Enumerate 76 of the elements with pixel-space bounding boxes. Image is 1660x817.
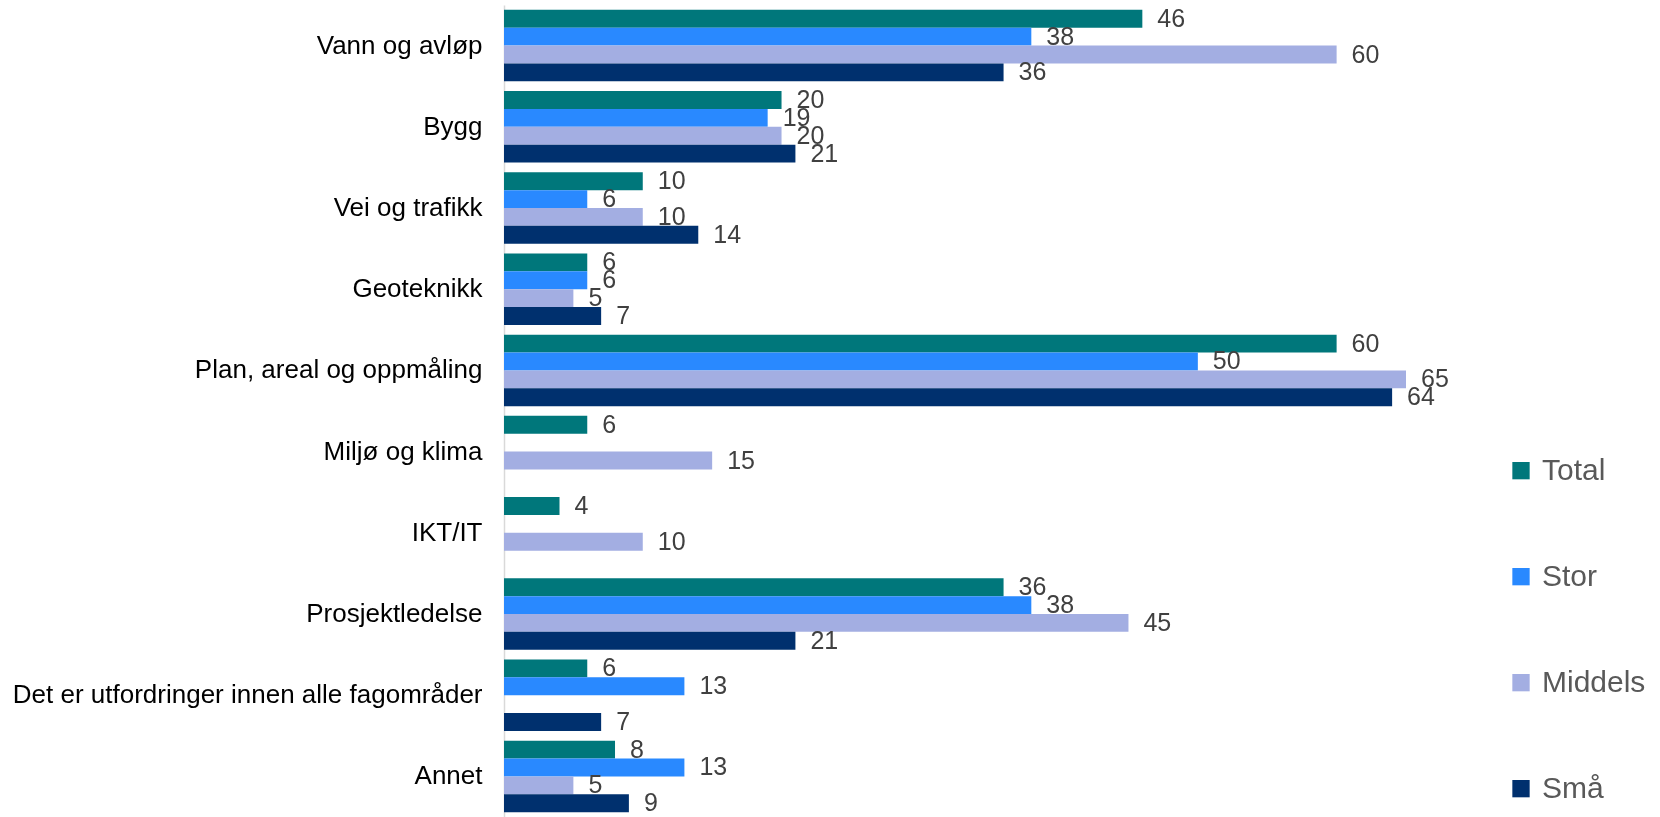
bar (504, 9, 1143, 28)
bar (504, 677, 685, 696)
bar (504, 27, 1032, 46)
data-label: 13 (699, 671, 728, 700)
bar (504, 713, 602, 731)
bar (504, 225, 699, 244)
y-tick-label: Bygg (423, 110, 483, 141)
y-tick-label: Annet (414, 760, 484, 791)
data-label: 6 (602, 184, 617, 213)
data-label: 36 (1018, 572, 1047, 601)
data-label: 5 (588, 283, 603, 312)
data-label: 13 (699, 752, 728, 781)
data-label: 7 (616, 301, 631, 329)
y-tick-label: Prosjektledelse (306, 598, 483, 628)
bar (504, 532, 643, 551)
data-label: 10 (657, 201, 686, 230)
data-label: 4 (574, 491, 589, 519)
bar (504, 352, 1198, 371)
bar (504, 614, 1129, 632)
bar (504, 596, 1032, 614)
bar (504, 740, 616, 759)
y-tick-label: Plan, areal og oppmåling (194, 354, 483, 385)
bar (504, 208, 643, 226)
bar (504, 451, 713, 470)
bar (504, 794, 629, 813)
data-label: 10 (657, 526, 686, 555)
data-label: 60 (1351, 328, 1380, 357)
bar (504, 497, 560, 515)
legend-label: Middels (1542, 664, 1646, 698)
data-label: 21 (810, 625, 839, 654)
bar (504, 370, 1406, 389)
bar (504, 144, 796, 163)
bar (504, 631, 796, 650)
data-label: 6 (602, 653, 617, 682)
bar (504, 289, 574, 308)
data-label: 15 (727, 445, 755, 474)
data-label: 8 (630, 734, 644, 763)
bar (504, 108, 768, 127)
bar (504, 126, 782, 145)
bar (504, 776, 574, 795)
bar (504, 271, 588, 290)
y-tick-label: Miljø og klima (323, 435, 484, 466)
data-label: 5 (588, 770, 603, 799)
data-label: 46 (1157, 3, 1186, 32)
data-label: 9 (643, 788, 658, 817)
bar (504, 307, 602, 325)
data-label: 6 (602, 409, 617, 438)
data-label: 7 (616, 707, 631, 735)
data-label: 38 (1046, 590, 1075, 619)
bar (504, 63, 1004, 82)
bar (504, 334, 1337, 353)
data-label: 38 (1046, 21, 1075, 50)
data-label: 10 (657, 166, 686, 195)
legend-label: Små (1542, 770, 1604, 804)
y-tick-label: Geoteknikk (352, 273, 484, 304)
legend-label: Stor (1542, 558, 1598, 592)
bar (504, 172, 643, 191)
y-tick-label: IKT/IT (411, 516, 483, 547)
bar (504, 415, 588, 434)
bar (504, 388, 1393, 407)
data-label: 36 (1018, 57, 1047, 86)
bar (504, 253, 588, 272)
bar (504, 659, 588, 678)
data-label: 60 (1351, 39, 1380, 68)
data-label: 14 (713, 219, 742, 248)
bar (504, 190, 588, 208)
y-tick-label: Vann og avløp (316, 29, 483, 60)
data-label: 45 (1143, 607, 1172, 636)
bar (504, 758, 685, 777)
bar (504, 578, 1004, 597)
legend-label: Total (1542, 452, 1606, 486)
y-tick-label: Vei og trafikk (333, 192, 484, 222)
data-label: 50 (1212, 346, 1241, 375)
y-tick-label: Det er utfordringer innen alle fagområder (12, 679, 483, 710)
bar (504, 91, 782, 109)
bar (504, 45, 1337, 64)
